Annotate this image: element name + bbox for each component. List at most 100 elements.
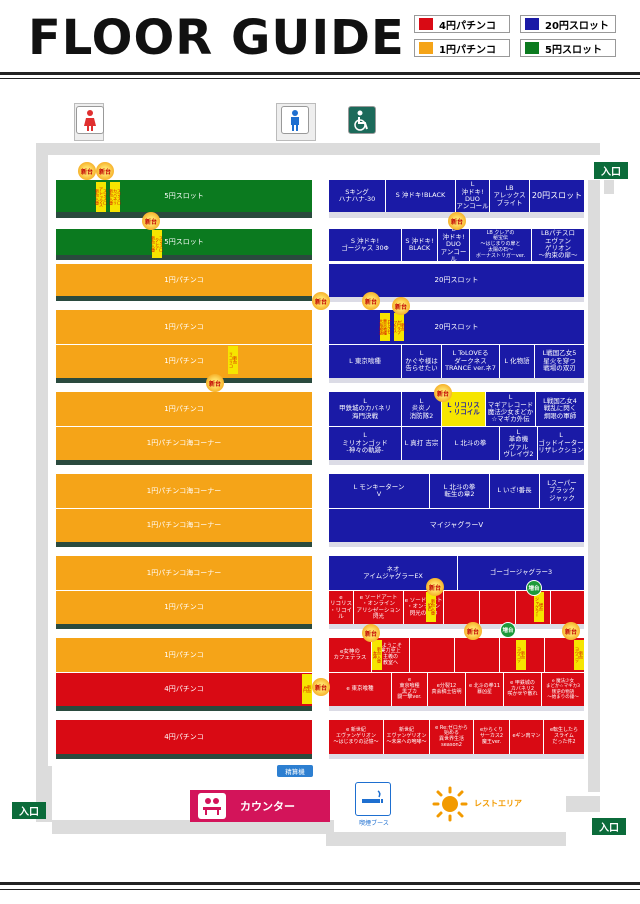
right-row-20yen-slot[interactable]: 20円スロット [329,310,584,344]
machine-cell[interactable]: L 化物語 [499,345,534,378]
machine-cell[interactable]: L 北斗の拳 転生の章2 [429,474,489,508]
left-row-1yen-pachinko[interactable]: 1円パチンコ [56,264,312,296]
right-row-slot: S 沖ドキ! ゴージャス 30Φ S 沖ドキ! BLACK L 沖ドキ! DUO アンコー… [329,229,584,261]
machine-cell[interactable]: L 東京喰種 [349,356,381,365]
machine-cell[interactable] [409,638,454,672]
machine-cell[interactable]: e ソードアート ・オンライン アリシゼーション 閃光 [353,591,403,624]
machine-cell[interactable] [454,638,499,672]
machine-cell[interactable]: e転生したら スライム だった件2 [543,720,584,754]
machine-cell[interactable] [499,638,544,672]
right-row-my-juggler[interactable]: マイジャグラーV [329,508,584,542]
exchange-machine[interactable]: 精算機 [277,765,313,777]
entrance-bottom-left[interactable]: 入口 [12,802,46,819]
header-rule-thin [0,78,640,79]
machine-cell[interactable]: L いざ!番長 [489,474,539,508]
machine-cell[interactable]: L 沖ドキ! DUO アンコール [437,229,469,261]
machine-cell[interactable]: S 沖ドキ! ゴージャス 30Φ [341,236,389,252]
left-row-4yen-pachinko[interactable]: 4円パチンコ [56,720,312,754]
left-row-1yen-pachinko[interactable]: 1円パチンコ [56,344,312,378]
machine-cell[interactable]: e女神の カフェテラス [333,648,367,661]
machine-cell[interactable]: L 革命機 ヴァル ヴレイヴ2 [499,427,537,460]
machine-cell[interactable]: LBパチスロ エヴァン ゲリオン 〜約束の扉〜 [531,229,584,261]
machine-cell[interactable]: L 甲鉄城のカバネリ 海門決戦 [339,396,391,420]
machine-cell[interactable]: e ソードアート ・オンライン 閃光の軌跡 [403,591,443,624]
machine-cell[interactable]: e 東京喰種 黒ブカ 闘一撃ver. [391,673,427,706]
new-badge: 新台 [426,578,444,596]
machine-cell[interactable]: L ゴッドイーター リザレクション [537,427,584,460]
machine-cell[interactable]: S 沖ドキ!BLACK [385,180,455,212]
left-row-divider [56,212,312,218]
machine-cell[interactable]: e 新世紀 エヴァンゲリオン 〜はじまりの記憶〜 [333,727,379,745]
machine-cell[interactable]: LB アレックス ブライト [489,180,529,212]
increase-badge: 増台 [500,622,516,638]
counter[interactable]: カウンター [190,790,330,822]
machine-cell[interactable]: L戦国乙女4 戦乱に閃く 炯眼の軍師 [535,392,584,426]
right-row-divider [329,297,584,302]
right-row-divider [329,378,584,383]
new-badge: 新台 [362,624,380,642]
machine-cell[interactable]: L 沖ドキ! DUO アンコール [455,180,489,212]
machine-cell[interactable] [479,591,515,624]
machine-cell[interactable]: L かぐや様は 告らせたい [401,345,441,378]
right-row-pachinko: e リコリス ・リコイル e ソードアート ・オンライン アリシゼーション 閃光 e ソー… [329,590,584,624]
machine-cell[interactable]: eギン肉マン [509,720,543,754]
machine-cell[interactable]: e分裂12 真会稿士信明 [427,673,465,706]
left-row-1yen-sea-corner[interactable]: 1円パチンコ海コーナー [56,508,312,542]
left-row-1yen-sea-corner[interactable]: 1円パチンコ海コーナー [56,556,312,590]
machine-cell[interactable]: ゴーゴージャグラー3 [457,556,584,590]
machine-cell[interactable]: Sキング ハナハナ-30 [338,187,376,203]
right-row-slot: L 甲鉄城のカバネリ 海門決戦 L 炎炎ノ 消防隊2 L リコリス ・リコイル L マギアレ… [329,392,584,426]
left-row-divider [56,460,312,465]
left-row-1yen-pachinko[interactable]: 1円パチンコ [56,590,312,624]
row-label: 1円パチンコ海コーナー [146,568,222,577]
machine-cell[interactable] [544,638,584,672]
machine-cell[interactable]: L マギアレコード 魔法少女まどか ☆マギカ外伝 [485,392,535,426]
machine-cell[interactable]: L戦国乙女5 星火を穿つ 戦場の双刃 [534,345,584,378]
left-row-1yen-sea-corner[interactable]: 1円パチンコ海コーナー [56,426,312,460]
machine-cell[interactable]: L 炎炎ノ 消防隊2 [401,392,441,426]
machine-cell[interactable]: 新世紀 エヴァンゲリオン 〜未来への咆哮〜 [383,720,429,754]
promo-tag: 新台 4円 [302,674,312,704]
machine-cell[interactable]: L ToLOVEる ダークネス TRANCE ver.ネ7 [441,345,499,378]
machine-cell[interactable]: ネオ アイムジャグラーEX [363,564,423,580]
machine-cell[interactable]: S 沖ドキ!BLACK [401,229,437,261]
machine-cell[interactable]: L 真打 吉宗 [401,427,441,460]
right-row-pachinko: e 新世紀 エヴァンゲリオン 〜はじまりの記憶〜 新世紀 エヴァンゲリオン 〜未来への咆… [329,720,584,754]
machine-cell[interactable]: L 北斗の拳 [441,427,499,460]
machine-cell[interactable]: e リコリス ・リコイル [329,594,352,620]
machine-cell[interactable]: eようこそ 実力至上 主義の 教室へ [371,638,409,672]
left-row-1yen-pachinko[interactable]: 1円パチンコ [56,310,312,344]
machine-cell[interactable]: e 東京喰種 [346,686,374,693]
promo-tag: 増台 ジャグラー [534,592,544,622]
right-row-divider [329,706,584,711]
machine-cell[interactable]: e 甲鉄城の カバネリ2 咲かせや散れ [503,673,541,706]
machine-cell[interactable] [515,591,550,624]
machine-cell[interactable]: e Re:ゼロから 始める 異世界生活 season2 [429,720,473,754]
left-row-1yen-pachinko[interactable]: 1円パチンコ [56,392,312,426]
machine-cell[interactable]: LB クレアの 秘宝伝 〜はじまりの扉と 太陽の石〜 ボーナストリガーver. [469,229,531,261]
left-row-1yen-sea-corner[interactable]: 1円パチンコ海コーナー [56,474,312,508]
promo-tag: 新台 ヨウコソ [574,640,584,670]
wall-top [36,143,600,155]
rest-area-icon[interactable] [432,786,468,822]
machine-cell[interactable]: e 北斗の拳11 暴凶星 [465,673,503,706]
right-row-pachinko: e女神の カフェテラス eようこそ 実力至上 主義の 教室へ [329,638,584,672]
left-row-4yen-pachinko[interactable]: 4円パチンコ [56,672,312,706]
machine-cell[interactable]: eからくり サーカス2 魔王ver. [473,720,509,754]
machine-cell[interactable]: L ミリオンゴッド -神々の軌跡- [342,431,388,455]
right-row-20yen-slot[interactable]: 20円スロット [329,263,584,297]
machine-cell[interactable] [443,591,479,624]
legend-label: 20円スロット [545,20,609,32]
right-row-divider [329,754,584,759]
machine-cell[interactable]: L モンキーターン V [353,482,405,498]
entrance-bottom-right[interactable]: 入口 [592,818,626,835]
entrance-top-right[interactable]: 入口 [594,162,628,179]
smoking-booth-icon[interactable] [355,782,391,816]
machine-cell[interactable] [550,591,584,624]
left-row-1yen-pachinko[interactable]: 1円パチンコ [56,638,312,672]
machine-cell[interactable]: e 魔法少女 まどか☆マギカ3 叛逆の物語 〜始まりの鐘〜 [541,673,584,706]
header-rule [0,72,640,75]
left-row-5yen-slot[interactable]: 5円スロット [56,229,312,255]
machine-cell[interactable]: Lスーパー ブラック ジャック [539,474,584,508]
machine-cell[interactable]: 20円スロット [529,180,584,212]
